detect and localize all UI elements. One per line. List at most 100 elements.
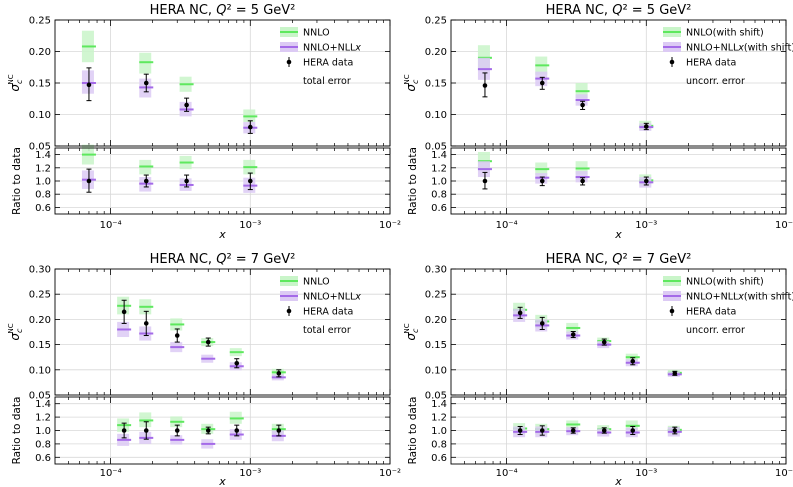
ratio-data-point xyxy=(482,178,488,184)
ratio-data-point xyxy=(276,428,282,433)
ratio-data-point xyxy=(143,178,149,184)
ratio-data-point xyxy=(643,178,649,184)
chart-title: HERA NC, Q² = 5 GeV² xyxy=(546,3,692,18)
legend-label: NNLO(with shift) xyxy=(686,28,764,39)
data-point xyxy=(143,321,149,326)
data-point xyxy=(601,339,607,345)
y-axis-label: σcNC xyxy=(7,323,24,340)
main-plot-frame xyxy=(54,268,391,396)
legend-swatch-point xyxy=(286,59,292,65)
chart-title: HERA NC, Q² = 7 GeV² xyxy=(546,252,692,267)
ratio-y-tick-label: 0.6 xyxy=(35,453,51,464)
data-point xyxy=(121,309,127,315)
ratio-y-tick-label: 0.6 xyxy=(35,203,51,214)
ratio-axis-label: Ratio to data xyxy=(11,397,23,465)
data-point xyxy=(630,358,636,364)
y-tick-label: 0.10 xyxy=(29,110,51,121)
y-tick-label: 0.10 xyxy=(29,365,51,376)
x-tick-label: 10⁻² xyxy=(775,468,793,479)
y-axis-label-text: σcNC xyxy=(7,323,24,340)
x-tick-label: 10⁻³ xyxy=(239,468,261,479)
ratio-data-point xyxy=(86,178,92,184)
legend-label: HERA data xyxy=(303,307,353,318)
data-point xyxy=(86,82,92,88)
chart-title: HERA NC, Q² = 5 GeV² xyxy=(150,3,296,18)
y-axis-label: σcNC xyxy=(403,74,420,91)
error-annotation: uncorr. error xyxy=(686,325,745,336)
ratio-data-point xyxy=(570,428,576,433)
ratio-data-point xyxy=(601,428,607,433)
x-tick-label: 10⁻³ xyxy=(239,220,261,231)
error-annotation: total error xyxy=(303,76,351,87)
data-point xyxy=(539,321,545,326)
data-point xyxy=(184,102,189,108)
ratio-data-point xyxy=(539,428,545,433)
y-tick-label: 0.20 xyxy=(29,315,51,326)
x-tick-label: 10⁻² xyxy=(379,468,401,479)
y-tick-label: 0.05 xyxy=(29,391,51,402)
legend-label: HERA data xyxy=(303,58,353,69)
legend-label: NNLO+NLLx(with shift) xyxy=(686,292,793,303)
legend-swatch-point xyxy=(286,308,292,314)
ratio-y-tick-label: 0.8 xyxy=(35,439,51,450)
legend-label: NNLO+NLLx xyxy=(303,292,361,303)
y-tick-label: 0.10 xyxy=(425,110,447,121)
chart-panel-p1: HERA NC, Q² = 5 GeV² 10⁻⁴ 10⁻³ 10⁻² x 0.05 0.1… xyxy=(7,3,401,241)
ratio-plot-frame xyxy=(450,147,787,215)
x-tick-label: 10⁻³ xyxy=(635,220,657,231)
ratio-y-tick-label: 0.8 xyxy=(431,439,447,450)
legend-label: NNLO(with shift) xyxy=(686,277,764,288)
error-annotation: uncorr. error xyxy=(686,76,745,87)
ratio-data-point xyxy=(121,428,127,433)
y-axis-label-text: σcNC xyxy=(403,323,420,340)
legend-label: HERA data xyxy=(686,307,736,318)
data-point xyxy=(143,80,149,86)
y-tick-label: 0.15 xyxy=(29,79,51,90)
ratio-axis-label-text: Ratio to data xyxy=(407,147,419,215)
ratio-y-tick-label: 1.4 xyxy=(35,399,51,410)
data-point xyxy=(672,371,678,376)
y-tick-label: 0.25 xyxy=(425,16,447,27)
ratio-axis-label: Ratio to data xyxy=(407,397,419,465)
y-tick-label: 0.25 xyxy=(29,16,51,27)
chart-title: HERA NC, Q² = 7 GeV² xyxy=(150,252,296,267)
data-point xyxy=(539,80,545,86)
y-tick-label: 0.20 xyxy=(425,315,447,326)
ratio-plot-frame xyxy=(450,396,787,465)
legend-swatch-point xyxy=(669,308,675,314)
x-tick-label: 10⁻⁴ xyxy=(100,468,122,479)
ratio-y-tick-label: 1.0 xyxy=(431,177,447,188)
legend: NNLO(with shift) NNLO+NLLx(with shift) HER… xyxy=(663,276,793,318)
y-tick-label: 0.30 xyxy=(425,265,447,276)
data-point xyxy=(517,310,523,316)
legend: NNLO NNLO+NLLx HERA data xyxy=(280,27,361,69)
y-tick-label: 0.25 xyxy=(425,290,447,301)
legend: NNLO NNLO+NLLx HERA data xyxy=(280,276,361,318)
ratio-data-point xyxy=(630,428,636,433)
ratio-data-point xyxy=(205,428,211,433)
data-point xyxy=(482,83,488,88)
x-tick-label: 10⁻⁴ xyxy=(100,220,122,231)
y-axis-label-text: σcNC xyxy=(7,74,24,91)
legend-label: HERA data xyxy=(686,58,736,69)
ratio-y-tick-label: 0.8 xyxy=(35,190,51,201)
data-point xyxy=(570,332,576,337)
data-point xyxy=(247,124,253,130)
y-tick-label: 0.20 xyxy=(425,47,447,58)
legend-swatch-point xyxy=(669,59,675,65)
ratio-y-tick-label: 1.4 xyxy=(431,399,447,410)
ratio-y-tick-label: 1.0 xyxy=(35,426,51,437)
legend-label: NNLO+NLLx xyxy=(303,43,361,54)
x-axis-label: x xyxy=(218,475,226,487)
ratio-data-point xyxy=(672,428,678,433)
chart-panel-p3: HERA NC, Q² = 7 GeV² 10⁻⁴ 10⁻³ 10⁻² x 0.05 0.1… xyxy=(7,252,401,487)
ratio-y-tick-label: 1.0 xyxy=(431,426,447,437)
chart-panel-p2: HERA NC, Q² = 5 GeV² 10⁻⁴ 10⁻³ 10⁻² x 0.05 0.1… xyxy=(403,3,793,241)
ratio-y-tick-label: 1.2 xyxy=(431,163,447,174)
ratio-plot-frame xyxy=(54,396,391,465)
ratio-y-tick-label: 1.2 xyxy=(431,413,447,424)
ratio-data-point xyxy=(143,428,149,433)
x-tick-label: 10⁻⁴ xyxy=(496,468,518,479)
legend-label: NNLO xyxy=(303,277,330,288)
y-tick-label: 0.05 xyxy=(425,142,447,153)
